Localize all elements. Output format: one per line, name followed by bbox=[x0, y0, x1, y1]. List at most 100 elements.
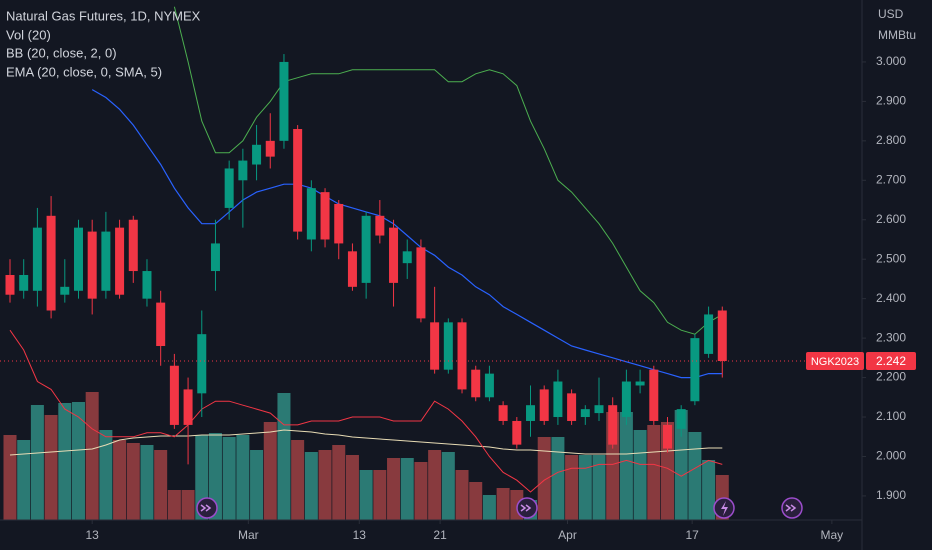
indicator-line bbox=[173, 6, 723, 335]
candle-body bbox=[690, 338, 700, 402]
chart-title: Natural Gas Futures, 1D, NYMEX bbox=[6, 8, 201, 23]
indicator-line bbox=[91, 89, 723, 379]
volume-bar bbox=[674, 410, 688, 520]
indicator-label: EMA (20, close, 0, SMA, 5) bbox=[6, 64, 162, 79]
candle-body bbox=[19, 274, 29, 291]
y-tick-label: 2.400 bbox=[876, 291, 906, 305]
volume-bar bbox=[387, 458, 401, 520]
candle-body bbox=[484, 373, 494, 398]
volume-bar bbox=[167, 490, 181, 520]
candle-body bbox=[347, 251, 357, 287]
volume-bar bbox=[619, 412, 633, 520]
y-tick-label: 2.300 bbox=[876, 330, 906, 344]
volume-bar bbox=[345, 455, 359, 520]
candle-body bbox=[142, 271, 152, 299]
candle-body bbox=[704, 314, 714, 354]
volume-layer bbox=[3, 392, 729, 520]
volume-bar bbox=[181, 490, 195, 520]
candle-body bbox=[32, 227, 42, 291]
volume-bar bbox=[99, 430, 113, 520]
event-icon[interactable] bbox=[781, 497, 803, 519]
candle-body bbox=[197, 334, 207, 394]
volume-bar bbox=[702, 460, 716, 520]
candle-body bbox=[567, 393, 577, 421]
currency-label: USD bbox=[878, 7, 904, 21]
last-price-label: 2.242 bbox=[876, 354, 906, 368]
event-icon[interactable] bbox=[196, 497, 218, 519]
volume-bar bbox=[428, 450, 442, 520]
y-tick-label: 2.200 bbox=[876, 370, 906, 384]
volume-bar bbox=[359, 470, 373, 520]
candle-body bbox=[156, 302, 166, 347]
candle-body bbox=[265, 140, 275, 157]
volume-bar bbox=[17, 440, 31, 520]
y-tick-label: 3.000 bbox=[876, 54, 906, 68]
volume-bar bbox=[236, 435, 250, 520]
candle-body bbox=[5, 274, 15, 295]
candle-body bbox=[512, 420, 522, 445]
candle-body bbox=[676, 409, 686, 429]
volume-bar bbox=[551, 437, 565, 520]
volume-bar bbox=[414, 462, 428, 520]
volume-bar bbox=[58, 403, 72, 520]
symbol-badge bbox=[806, 352, 864, 371]
candle-body bbox=[87, 231, 97, 299]
volume-bar bbox=[318, 450, 332, 520]
volume-bar bbox=[441, 452, 455, 520]
x-tick-label: May bbox=[821, 528, 844, 542]
candle-body bbox=[169, 365, 179, 425]
y-tick-label: 2.700 bbox=[876, 172, 906, 186]
x-tick-label: 21 bbox=[433, 528, 447, 542]
candle-body bbox=[649, 369, 659, 421]
candle-body bbox=[443, 322, 453, 370]
candle-body bbox=[457, 322, 467, 390]
candle-body bbox=[279, 61, 289, 141]
indicator-layer bbox=[9, 6, 723, 493]
candle-body bbox=[539, 389, 549, 421]
candle-body bbox=[320, 192, 330, 240]
indicator-label: Vol (20) bbox=[6, 27, 51, 42]
x-tick-label: Apr bbox=[558, 528, 577, 542]
candle-body bbox=[594, 405, 604, 414]
volume-bar bbox=[208, 433, 222, 520]
x-tick-label: 17 bbox=[685, 528, 699, 542]
volume-bar bbox=[154, 450, 168, 520]
candle-body bbox=[115, 227, 125, 295]
candle-body bbox=[608, 405, 618, 445]
volume-bar bbox=[482, 495, 496, 520]
candle-body bbox=[128, 219, 138, 272]
volume-bar bbox=[113, 440, 127, 520]
candle-body bbox=[101, 231, 111, 291]
candle-body bbox=[361, 215, 371, 283]
volume-bar bbox=[30, 405, 44, 520]
candle-body bbox=[252, 144, 262, 165]
candle-body bbox=[183, 389, 193, 425]
candle-body bbox=[553, 381, 563, 418]
event-icon[interactable] bbox=[713, 497, 735, 519]
volume-bar bbox=[373, 470, 387, 520]
unit-label: MMBtu bbox=[878, 28, 916, 42]
event-icon[interactable] bbox=[516, 497, 538, 519]
candle-body bbox=[238, 160, 248, 181]
volume-bar bbox=[250, 450, 264, 520]
volume-bar bbox=[85, 392, 99, 520]
candle-body bbox=[621, 381, 631, 418]
x-tick-label: 13 bbox=[353, 528, 367, 542]
indicator-line bbox=[9, 429, 723, 456]
candle-body bbox=[293, 129, 303, 232]
volume-bar bbox=[496, 488, 510, 520]
y-tick-label: 2.900 bbox=[876, 94, 906, 108]
volume-bar bbox=[578, 455, 592, 520]
volume-bar bbox=[263, 422, 277, 520]
candle-body bbox=[210, 243, 220, 272]
candle-body bbox=[224, 168, 234, 208]
price-badge bbox=[866, 352, 916, 371]
volume-bar bbox=[44, 415, 58, 520]
volume-bar bbox=[277, 393, 291, 520]
candle-body bbox=[526, 405, 536, 421]
y-tick-label: 2.800 bbox=[876, 133, 906, 147]
candle-body bbox=[46, 215, 56, 311]
volume-bar bbox=[291, 440, 305, 520]
